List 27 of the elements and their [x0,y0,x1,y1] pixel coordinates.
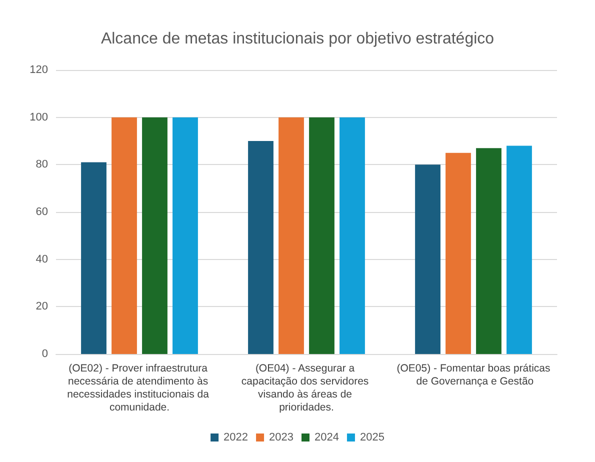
bar [81,162,106,354]
bar [248,141,274,354]
y-tick-label: 60 [36,206,48,218]
legend-label: 2024 [314,432,339,444]
bar [142,117,168,354]
legend-label: 2023 [269,432,294,444]
legend-label: 2025 [360,432,384,444]
bar [309,117,334,354]
y-tick-label: 120 [30,64,48,76]
bar [446,152,471,354]
y-tick-label: 80 [36,158,48,171]
x-tick-label: (OE02) - Prover infraestrutura necessária de atendimento às necessidades institucionais da comunidade. [67,362,212,414]
legend-label: 2022 [224,432,248,444]
x-tick-label: (OE04) - Assegurar a capacitação dos servidores visando às áreas de prioridades. [241,362,372,414]
bar [112,117,137,354]
y-tick-label: 40 [36,253,48,266]
bar [340,117,365,354]
bar [415,164,440,354]
chart-title: Alcance de metas institucionais por objetivo estratégico [100,30,494,48]
bar [476,148,502,354]
y-tick-label: 20 [36,300,48,313]
y-tick-label: 100 [30,111,48,124]
x-tick-label: (OE05) - Fomentar boas práticas de Governança e Gestão [396,362,550,388]
bar [506,146,532,354]
y-tick-label: 0 [42,348,48,360]
bar [278,117,304,354]
bar [172,117,198,354]
